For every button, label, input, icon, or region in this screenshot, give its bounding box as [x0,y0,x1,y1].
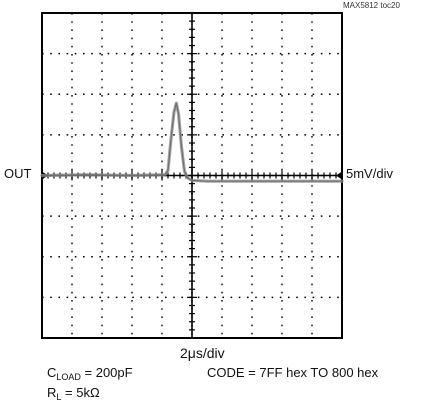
res-value: = 5kΩ [61,385,100,400]
load-value: = 200pF [80,365,133,380]
trace-line [41,102,342,182]
trace-layer [40,101,344,183]
code-condition: CODE = 7FF hex TO 800 hex [207,365,379,380]
load-condition: CLOAD = 200pF [47,366,133,382]
time-scale-label: 2μs/div [180,345,225,361]
resistance-condition: RL = 5kΩ [47,386,100,402]
vertical-scale-label: 5mV/div [346,166,393,181]
right-marker [336,171,342,180]
load-subscript: LOAD [56,372,81,382]
grid [41,12,343,339]
res-subscript: L [56,392,62,402]
res-prefix: R [47,385,57,400]
load-prefix: C [47,365,57,380]
channel-label: OUT [4,166,32,181]
figure-id: MAX5812 toc20 [343,1,400,10]
